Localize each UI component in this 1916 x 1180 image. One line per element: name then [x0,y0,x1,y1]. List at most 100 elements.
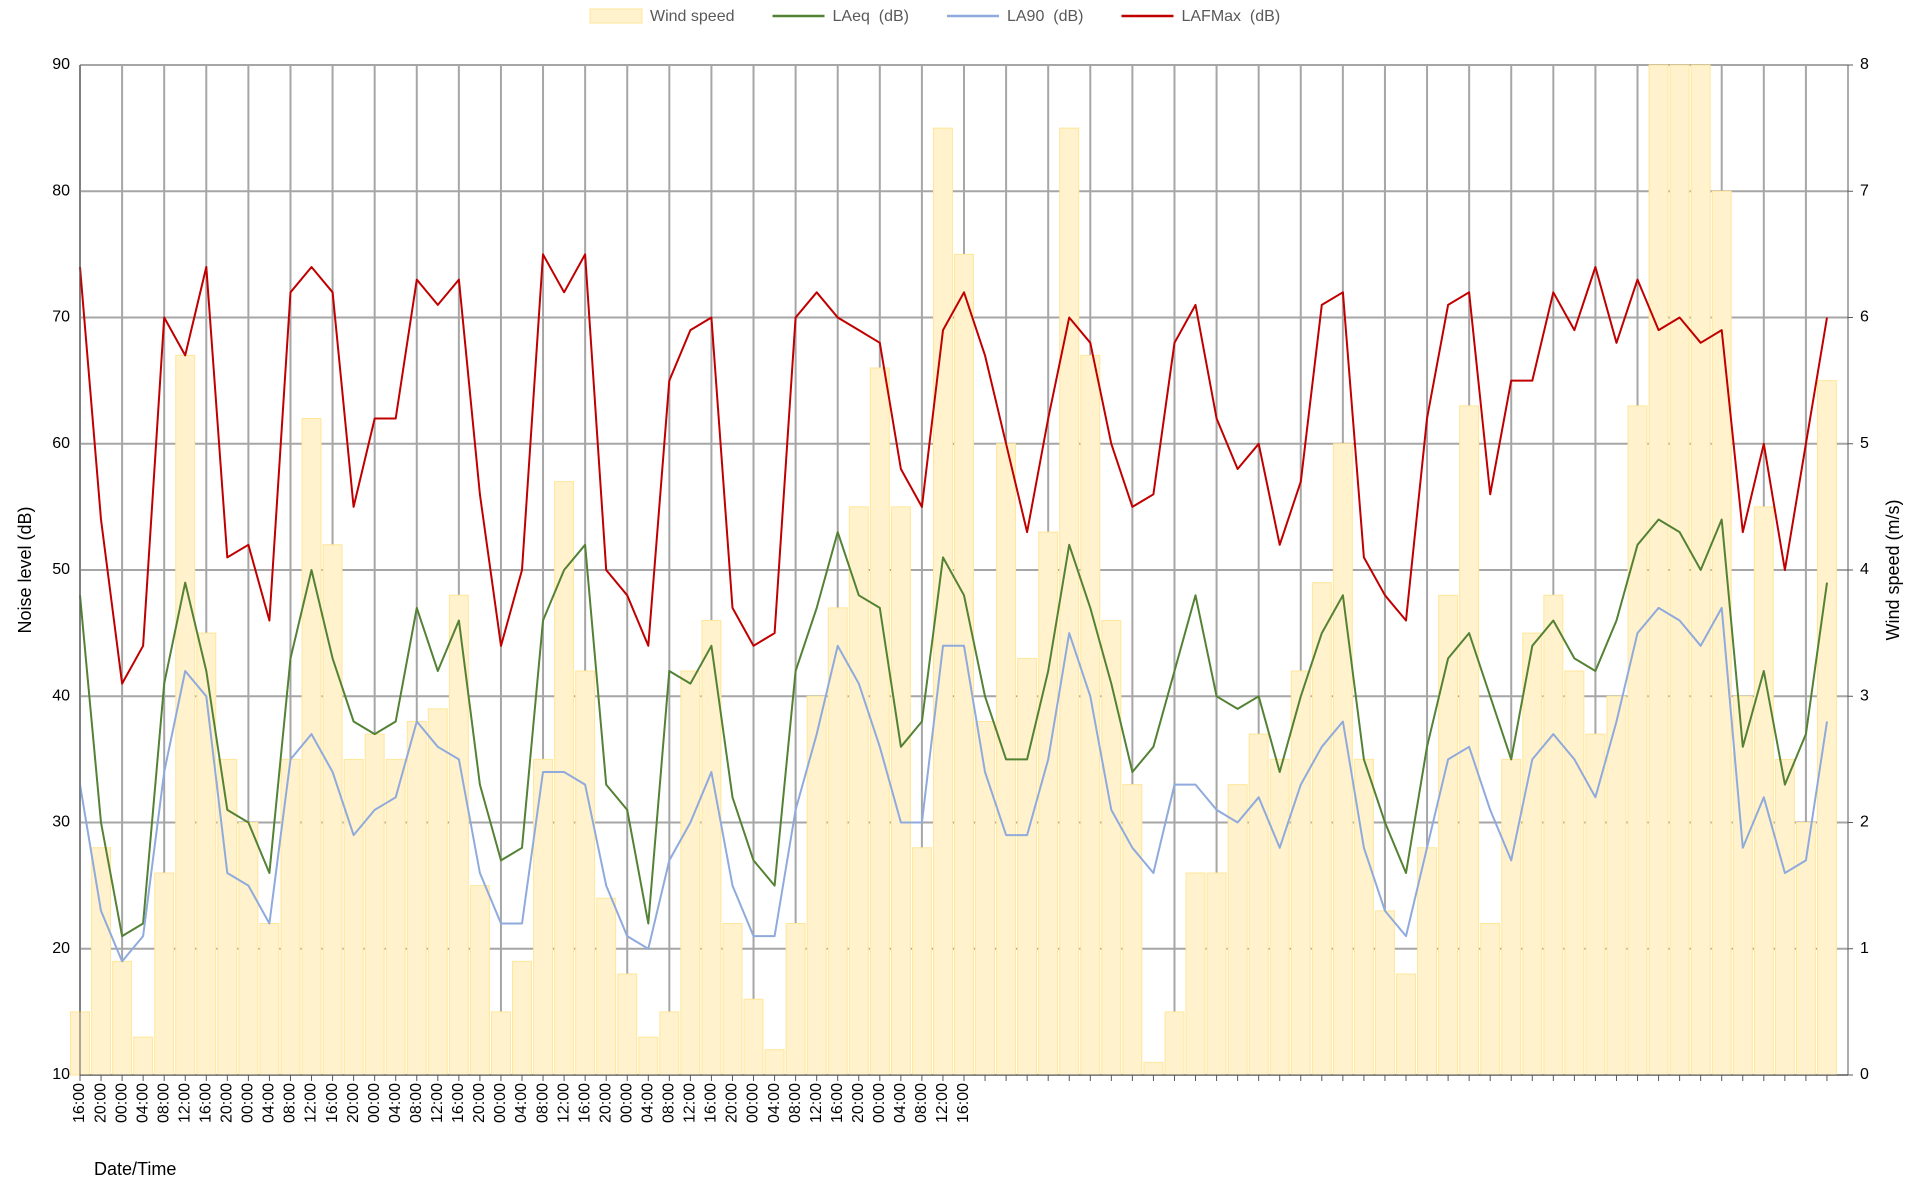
bar [1269,758,1290,1076]
bar [638,1036,659,1076]
legend-swatch [589,8,643,24]
x-tick-label: 04:00 [387,1083,404,1123]
bar [1374,910,1395,1076]
bar [1059,127,1080,1076]
x-tick-label: 08:00 [282,1083,299,1123]
bar [1627,405,1648,1076]
x-tick-label: 00:00 [871,1083,888,1123]
x-axis-title: Date/Time [94,1159,176,1179]
legend-label: LA90 (dB) [1007,8,1083,25]
bar [406,721,427,1076]
bar [1101,620,1122,1076]
bar [575,670,596,1076]
line [79,253,1828,685]
bar [1248,733,1269,1076]
bar [1185,872,1206,1076]
bar [1080,354,1101,1076]
bars [70,64,1837,1076]
y-tick-label: 60 [52,435,70,452]
x-tick-label: 04:00 [892,1083,909,1123]
bar [1732,695,1753,1076]
bar [722,923,743,1076]
x-tick-label: 04:00 [134,1083,151,1123]
x-tick-label: 00:00 [745,1083,762,1123]
x-tick-label: 08:00 [534,1083,551,1123]
bar [1753,506,1774,1076]
bar [133,1036,154,1076]
bar [238,822,259,1076]
x-tick-label: 04:00 [513,1083,530,1123]
bar [680,670,701,1076]
bar [343,758,364,1076]
y2-tick-label: 2 [1860,814,1869,831]
x-tick-label: 00:00 [240,1083,257,1123]
legend-label: Wind speed [650,8,735,25]
x-tick-label: 16:00 [450,1083,467,1123]
lines [79,253,1828,963]
x-tick-label: 20:00 [597,1083,614,1123]
x-tick-label: 04:00 [766,1083,783,1123]
bar [1711,190,1732,1076]
bar [490,1011,511,1076]
line [79,606,1828,963]
x-tick-label: 08:00 [913,1083,930,1123]
x-tick-label: 16:00 [198,1083,215,1123]
bar [1164,1011,1185,1076]
bar [659,1011,680,1076]
x-tick-label: 08:00 [661,1083,678,1123]
x-tick-label: 00:00 [618,1083,635,1123]
x-tick-label: 04:00 [261,1083,278,1123]
bar [1543,594,1564,1076]
x-tick-label: 12:00 [429,1083,446,1123]
x-tick-label: 12:00 [934,1083,951,1123]
x-tick-label: 20:00 [471,1083,488,1123]
x-tick-label: 20:00 [724,1083,741,1123]
line [79,518,1828,938]
bar [1038,531,1059,1076]
y2-tick-label: 3 [1860,687,1869,704]
bar [1143,1061,1164,1076]
bar [427,708,448,1076]
x-tick-label: 12:00 [303,1083,320,1123]
x-tick-label: 08:00 [787,1083,804,1123]
y-tick-label: 50 [52,561,70,578]
bar [1459,405,1480,1076]
bar [1669,64,1690,1076]
bar [533,758,554,1076]
x-tick-label: 12:00 [555,1083,572,1123]
x-tick-label: 16:00 [324,1083,341,1123]
bar [112,960,133,1076]
y2-tick-label: 1 [1860,940,1869,957]
bar [1480,923,1501,1076]
x-tick-label: 16:00 [71,1083,88,1123]
bar [1017,657,1038,1076]
y2-tick-label: 0 [1860,1066,1869,1083]
legend-label: LAeq (dB) [833,8,909,25]
bar [1564,670,1585,1076]
y-tick-label: 30 [52,814,70,831]
bar [806,695,827,1076]
x-tick-label: 04:00 [640,1083,657,1123]
bar [1206,872,1227,1076]
bar [385,758,406,1076]
bar [1501,758,1522,1076]
bar [743,998,764,1076]
y2-tick-label: 5 [1860,435,1869,452]
bar [469,885,490,1076]
x-tick-label: 00:00 [366,1083,383,1123]
bar [154,872,175,1076]
y2-tick-label: 7 [1860,182,1869,199]
legend-label: LAFMax (dB) [1181,8,1280,25]
x-tick-label: 00:00 [113,1083,130,1123]
bar [764,1049,785,1076]
x-tick-label: 12:00 [808,1083,825,1123]
bar [1396,973,1416,1076]
bar [954,253,974,1076]
y2-tick-label: 6 [1860,309,1869,326]
x-tick-label: 08:00 [408,1083,425,1123]
bar [890,506,911,1076]
y-tick-label: 10 [52,1066,70,1083]
bar [911,847,932,1076]
x-tick-label: 12:00 [682,1083,699,1123]
